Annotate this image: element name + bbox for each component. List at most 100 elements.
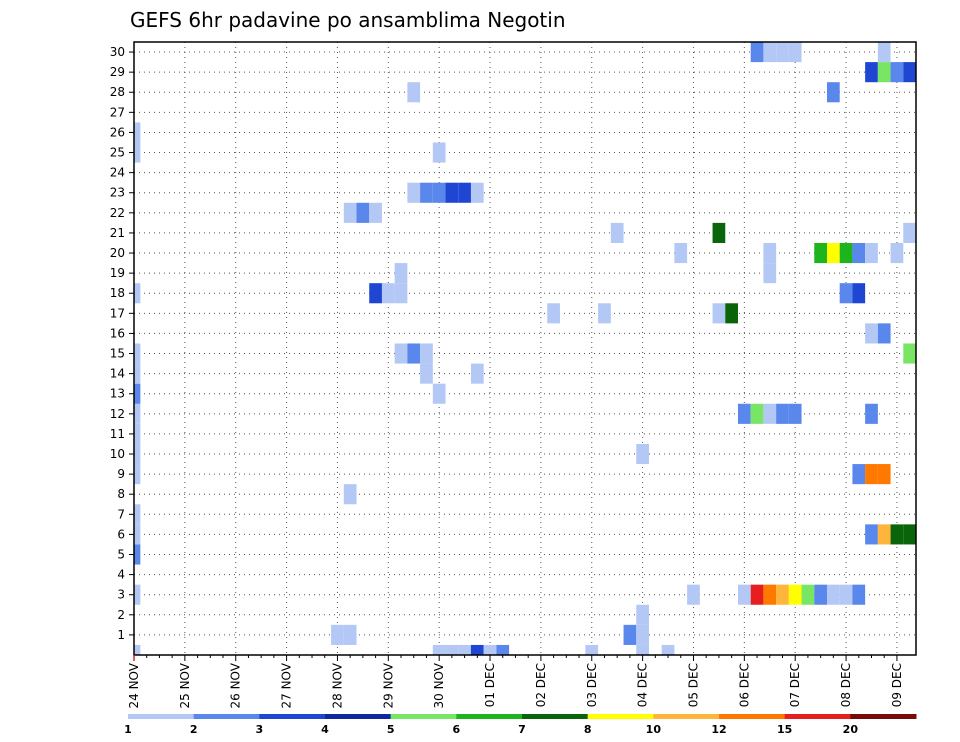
colorbar-swatch [390,714,457,719]
data-cell [737,584,751,605]
data-cell [712,222,726,243]
x-tick-label: 25 NOV [178,662,192,708]
data-cell [470,182,484,203]
data-cell [432,644,446,655]
data-cell [432,182,446,203]
grid [133,42,916,655]
data-cell [394,343,408,364]
data-cell [432,383,446,404]
data-cell [839,242,853,264]
colorbar: 1 2 3 4 5 6 7 8 10 12 15 20 [124,714,917,736]
y-tick-label: 28 [110,85,125,99]
data-cell [877,62,891,83]
y-tick-label: 19 [110,266,125,280]
colorbar-label: 10 [646,723,662,736]
y-tick-label: 9 [117,467,125,481]
data-cell [636,443,649,465]
colorbar-label: 20 [843,723,859,736]
y-tick-label: 24 [110,166,125,180]
colorbar-swatch [259,714,326,719]
data-cell [687,584,700,605]
data-cell [134,142,141,163]
data-cell [852,242,866,264]
data-cell [369,283,382,304]
data-cell [788,403,802,424]
x-tick-label: 03 DEC [585,663,599,707]
data-cell [788,42,802,63]
y-tick-label: 13 [110,387,125,401]
data-cell [134,524,141,545]
data-cell [877,323,891,344]
data-cell [610,222,624,243]
data-cell [661,644,675,655]
y-tick-label: 3 [117,588,125,602]
data-cell [547,303,560,324]
data-cell [750,42,764,63]
y-tick-label: 26 [110,125,125,139]
data-cell [788,584,802,605]
colorbar-swatch [522,714,589,719]
data-cell [134,283,141,304]
data-cell [636,624,649,645]
data-cell [903,62,916,83]
data-cell [134,443,141,465]
y-tick-label: 4 [117,568,125,582]
data-cell [598,303,611,324]
chart-title: GEFS 6hr padavine po ansamblima Negotin [130,8,566,32]
data-cell [369,202,382,223]
data-cell [394,283,408,304]
data-cell [420,182,433,203]
colorbar-label: 3 [256,723,264,736]
colorbar-swatch [325,714,392,719]
data-cell [407,343,421,364]
x-tick-label: 09 DEC [890,663,904,707]
y-tick-label: 15 [110,347,125,361]
data-cell [343,484,357,505]
data-cell [826,82,840,103]
x-tick-label: 08 DEC [839,663,853,707]
y-tick-label: 8 [117,487,125,501]
data-cell [407,182,421,203]
data-cells [134,42,916,655]
x-tick-label: 04 DEC [636,663,650,707]
y-tick-label: 6 [117,527,125,541]
data-cell [814,584,827,605]
data-cell [839,283,853,304]
data-cell [865,403,878,424]
y-tick-label: 7 [117,507,125,521]
data-cell [636,604,649,625]
data-cell [826,584,840,605]
colorbar-swatch [587,714,654,719]
data-cell [134,122,141,143]
data-cell [903,343,916,364]
y-tick-label: 17 [110,306,125,320]
data-cell [763,242,777,264]
y-axis-ticks: 1234567891011121314151617181920212223242… [110,45,134,642]
data-cell [865,323,878,344]
x-tick-label: 27 NOV [280,662,294,708]
x-tick-label: 07 DEC [788,663,802,707]
data-cell [903,222,916,243]
data-cell [865,62,878,83]
data-cell [420,343,433,364]
data-cell [407,82,421,103]
y-tick-label: 30 [110,45,125,59]
data-cell [852,584,866,605]
x-tick-label: 30 NOV [432,662,446,708]
data-cell [445,644,459,655]
data-cell [381,283,395,304]
y-tick-label: 14 [110,367,125,381]
y-tick-label: 29 [110,65,125,79]
data-cell [763,263,777,284]
colorbar-swatch [128,714,195,719]
data-cell [776,42,789,63]
data-cell [458,644,471,655]
colorbar-swatch [784,714,851,719]
colorbar-label: 4 [321,723,329,736]
data-cell [134,403,141,424]
data-cell [343,202,357,223]
x-tick-label: 28 NOV [330,662,344,708]
data-cell [134,544,141,565]
data-cell [445,182,459,203]
data-cell [776,584,789,605]
